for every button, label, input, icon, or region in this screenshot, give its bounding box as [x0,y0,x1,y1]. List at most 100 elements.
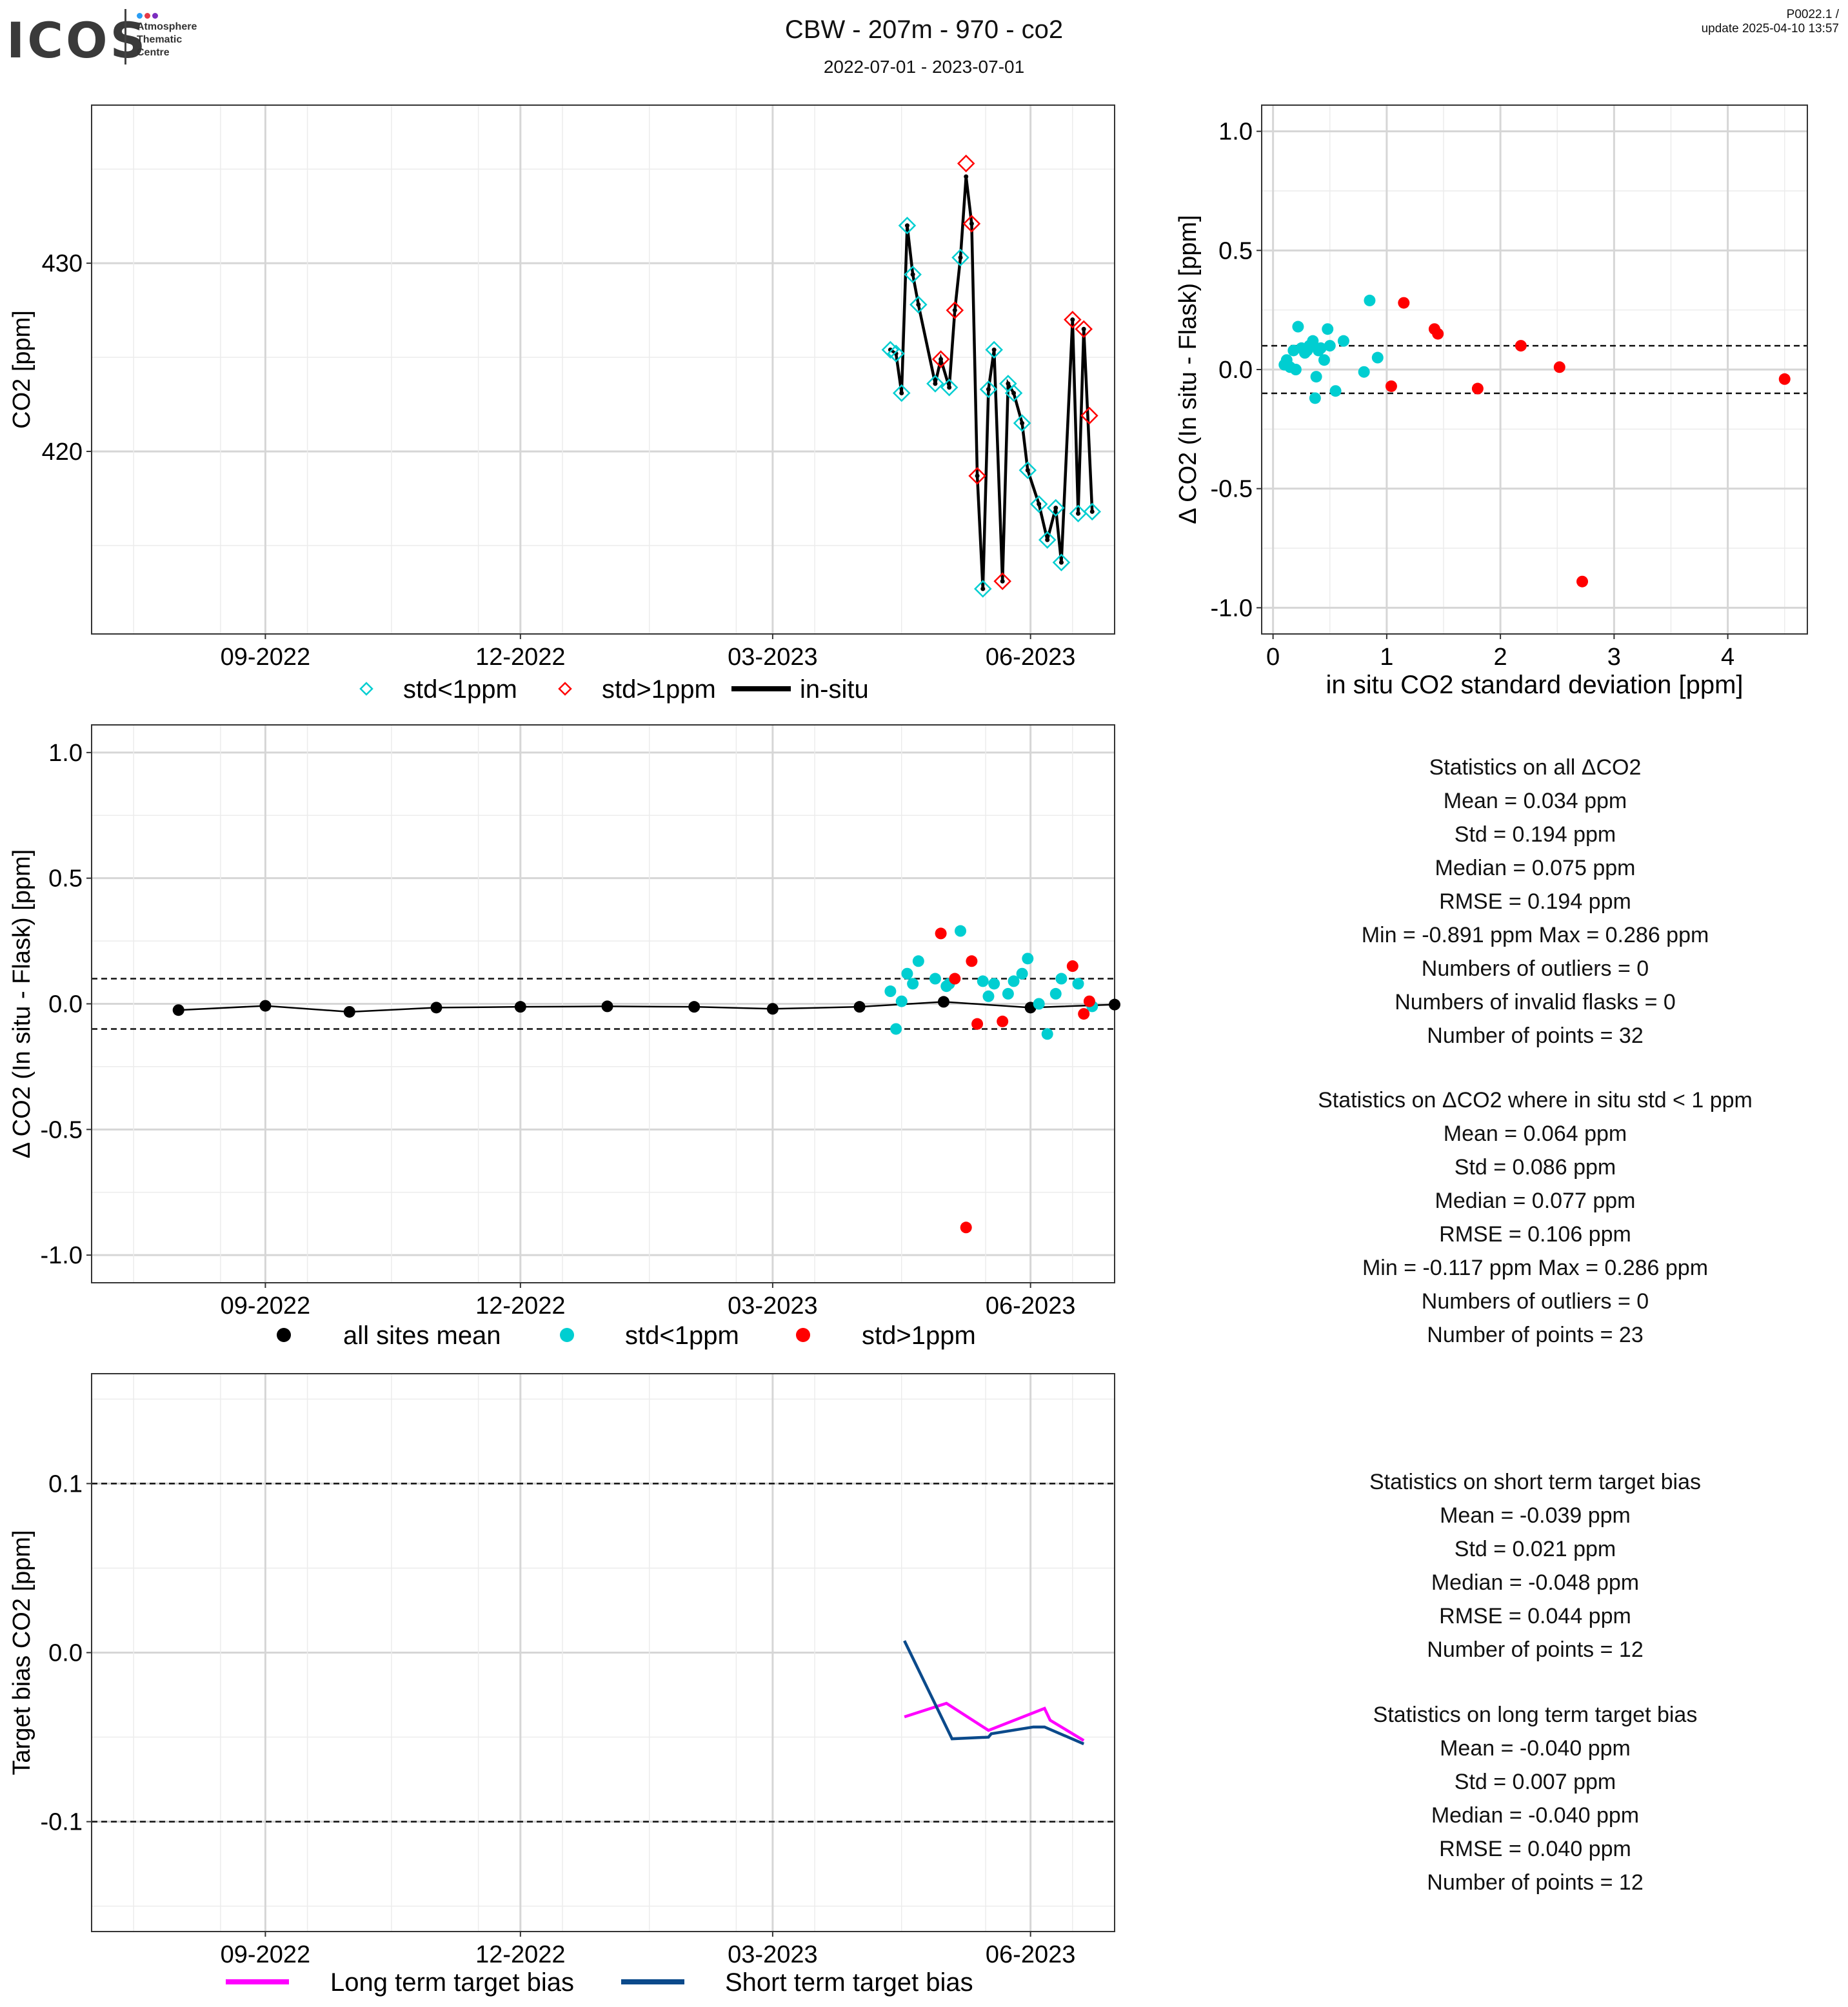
std-gt1-point [1553,361,1565,373]
std-lt1-point [977,975,989,987]
delta-co2-timeseries-chart: 1.0 0.5 0.0 -0.5 -1.0 09-2022 12-2022 03-2023 06… [8,724,1120,1350]
x-tick-label: 09-2022 [221,1941,310,1968]
all-sites-mean-point [601,1000,613,1013]
std-lt1-point [929,973,941,985]
std-lt1-point [1337,335,1349,347]
insitu-point [947,385,952,390]
x-axis-label: in situ CO2 standard deviation [ppm] [1326,671,1743,699]
flask-std-lt1-marker [892,384,911,402]
x-tick-label: 4 [1721,644,1734,671]
all-sites-mean-point [430,1002,442,1014]
version-info: P0022.1 / update 2025-04-10 13:57 [1702,8,1839,36]
y-tick-label: 0.5 [1218,237,1253,264]
stats-line: Median = -0.048 ppm [1431,1570,1640,1595]
flask-std-gt1-marker [1064,310,1082,329]
y-tick-label: 1.0 [48,740,83,767]
legend-std-lt1-marker [359,682,373,696]
stats-short-term-bias: Statistics on short term target bias Mea… [1226,1465,1845,1666]
flask-std-gt1-marker [946,301,964,319]
std-lt1-point [901,967,913,980]
insitu-line [889,176,1094,589]
flask-std-gt1-marker [931,350,950,368]
flask-std-lt1-marker [887,344,905,362]
y-tick-label: -0.1 [41,1809,83,1836]
logo-dot [137,13,143,19]
stats-line: Mean = -0.040 ppm [1440,1736,1631,1761]
logo-divider [124,9,126,64]
std-lt1-point [1324,340,1336,352]
stats-line: Numbers of outliers = 0 [1421,956,1649,981]
std-lt1-point [907,978,919,990]
stats-line: RMSE = 0.106 ppm [1439,1222,1631,1247]
std-lt1-point [1322,323,1334,335]
y-tick-label: 0.0 [48,1640,83,1667]
flask-std-lt1-marker [1013,414,1031,432]
std-gt1-point [949,973,961,985]
legend-label: Long term target bias [330,1968,574,1997]
legend-all-sites-mean-marker [277,1328,291,1342]
std-gt1-point [1066,960,1078,973]
std-lt1-point [1033,998,1045,1010]
all-sites-mean-point [937,996,949,1008]
x-tick-label: 3 [1607,644,1621,671]
logo-sub-line: Atmosphere [137,21,197,32]
x-tick-label: 2 [1494,644,1507,671]
all-sites-mean-point [172,1004,184,1016]
insitu-point [1025,468,1030,473]
std-lt1-point [982,990,995,1002]
std-lt1-point [1008,975,1020,987]
flask-std-lt1-marker [1046,499,1065,517]
flask-std-lt1-marker [904,265,922,284]
std-lt1-point [988,978,1000,990]
std-lt1-point [1364,294,1376,306]
std-lt1-point [1318,354,1330,366]
insitu-point [1089,509,1095,514]
insitu-point [1053,505,1058,510]
flask-std-lt1-marker [979,380,998,399]
flask-std-gt1-marker [993,572,1011,591]
insitu-point [991,347,997,352]
x-tick-label: 06-2023 [986,644,1075,671]
delta-vs-std-scatter-chart: 0 1 2 3 4 1.0 0.5 0.0 -0.5 -1.0 Δ CO2 (In situ - F… [1175,104,1808,699]
std-lt1-point [1292,321,1304,333]
std-gt1-point [960,1221,972,1234]
y-axis-label: Target bias CO2 [ppm] [8,1530,35,1775]
std-gt1-point [971,1018,984,1030]
std-lt1-point [890,1023,902,1035]
flask-std-gt1-marker [962,215,981,233]
co2-timeseries-chart: 420 430 09-2022 12-2022 03-2023 06-2023 CO2 [p… [8,104,1115,704]
legend-std-lt1-marker [560,1328,574,1342]
all-sites-mean-point [514,1001,526,1013]
flask-std-lt1-marker [974,580,992,598]
all-sites-mean-point [853,1001,866,1013]
logo-dot [152,13,158,19]
insitu-point [904,223,909,228]
stats-std-lt1: Statistics on ΔCO2 where in situ std < 1… [1226,1083,1845,1352]
insitu-point [910,272,915,277]
insitu-point [1076,511,1081,516]
std-gt1-point [966,955,978,967]
stats-line: RMSE = 0.044 ppm [1439,1604,1631,1628]
y-tick-label: -1.0 [41,1242,83,1269]
std-lt1-point [940,980,953,993]
stats-line: Numbers of outliers = 0 [1421,1289,1649,1314]
y-tick-label: -1.0 [1211,595,1253,622]
legend-std-gt1-marker [796,1328,810,1342]
x-tick-label: 09-2022 [221,1292,310,1320]
std-lt1-point [955,925,967,937]
y-tick-label: -0.5 [1211,476,1253,503]
insitu-point [1020,420,1025,426]
insitu-point [980,586,986,591]
insitu-point [1058,560,1064,565]
legend-label: Short term target bias [725,1968,973,1997]
std-lt1-point [1301,344,1313,357]
legend-label: all sites mean [343,1321,501,1350]
x-tick-label: 06-2023 [986,1292,1075,1320]
y-tick-label: 420 [42,439,83,466]
target-bias-chart: 0.1 0.0 -0.1 09-2022 12-2022 03-2023 06-2023 Ta… [8,1373,1115,1997]
flask-std-lt1-marker [940,378,959,397]
stats-line: Median = -0.040 ppm [1431,1803,1640,1828]
std-lt1-point [1072,978,1084,990]
insitu-point [1081,326,1086,331]
x-tick-label: 12-2022 [475,1941,565,1968]
